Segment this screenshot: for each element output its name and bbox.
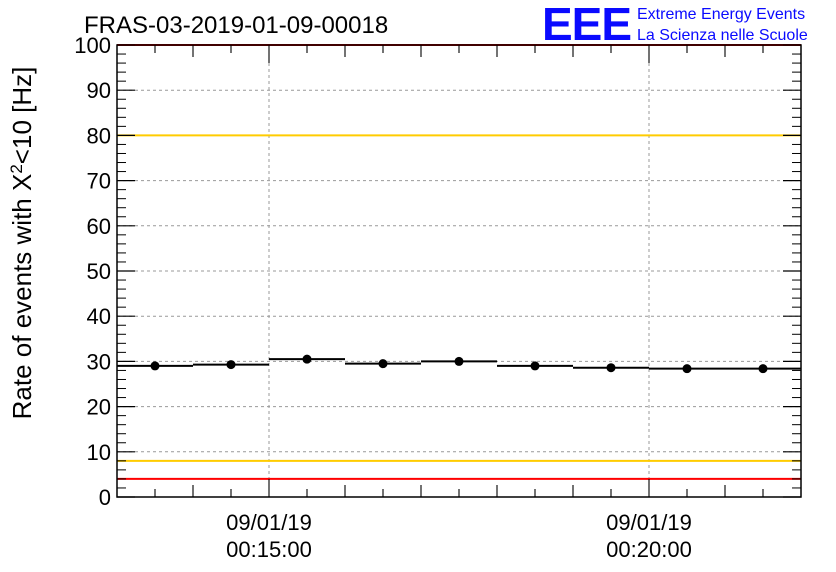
y-tick-label: 30 — [87, 349, 111, 374]
data-point — [758, 364, 768, 374]
eee-logo: EEE — [542, 0, 631, 50]
y-tick-labels: 0 10 20 30 40 50 60 70 80 90 100 — [74, 33, 111, 510]
y-tick-label: 70 — [87, 169, 111, 194]
data-point — [606, 363, 616, 373]
data-point — [302, 354, 312, 364]
x-tick-time: 00:20:00 — [606, 537, 692, 562]
y-tick-label: 10 — [87, 440, 111, 465]
data-point — [378, 359, 388, 369]
brand-line2: La Scienza nelle Scuole — [637, 27, 808, 44]
x-tick-time: 00:15:00 — [226, 537, 312, 562]
chart-title: FRAS-03-2019-01-09-00018 — [84, 12, 388, 39]
y-axis-label-tail: <10 [Hz] — [7, 67, 37, 165]
data-point — [682, 364, 692, 374]
data-point — [150, 361, 160, 371]
data-point — [226, 360, 236, 370]
y-tick-label: 80 — [87, 123, 111, 148]
reference-lines — [117, 44, 801, 480]
data-point — [454, 356, 464, 366]
plot-grid — [117, 45, 801, 497]
y-axis-label: Rate of events with X2<10 [Hz] — [7, 67, 38, 420]
x-tick-date: 09/01/19 — [226, 510, 312, 535]
data-series — [117, 354, 801, 374]
x-tick-date: 09/01/19 — [606, 510, 692, 535]
y-axis-label-main: Rate of events with X — [7, 174, 37, 420]
y-tick-label: 0 — [99, 485, 111, 510]
axis-ticks — [117, 44, 801, 498]
y-tick-label: 100 — [74, 33, 111, 58]
y-tick-label: 50 — [87, 259, 111, 284]
y-tick-label: 90 — [87, 78, 111, 103]
data-point — [530, 361, 540, 371]
y-tick-label: 40 — [87, 304, 111, 329]
y-axis-label-sup: 2 — [7, 164, 26, 173]
y-tick-label: 20 — [87, 395, 111, 420]
y-tick-label: 60 — [87, 214, 111, 239]
brand-line1: Extreme Energy Events — [637, 6, 805, 23]
brand-logo: EEE Extreme Energy Events La Scienza nel… — [542, 0, 808, 50]
